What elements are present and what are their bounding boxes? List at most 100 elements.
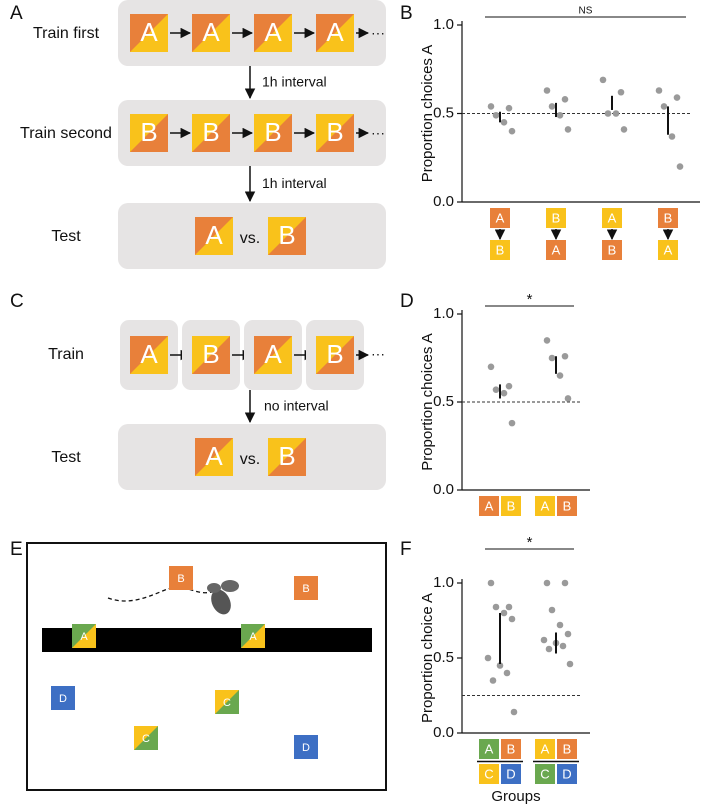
y-axis-label: Proportion choice A	[419, 593, 436, 723]
data-point	[559, 642, 567, 650]
tile-half	[479, 739, 499, 759]
tile-letter: A	[485, 498, 494, 513]
tile-half	[134, 726, 158, 750]
interval-label: 1h interval	[262, 74, 327, 90]
tile-half	[254, 14, 292, 52]
y-axis-label: Proportion choices A	[419, 333, 436, 471]
tile-letter: B	[608, 242, 617, 257]
tile-letter: C	[484, 766, 493, 781]
data-point	[543, 87, 551, 94]
data-point	[484, 654, 492, 662]
tile-half	[535, 496, 555, 516]
tile-half	[501, 496, 521, 516]
tile-letter: A	[326, 17, 344, 47]
tile-letter: C	[142, 733, 150, 745]
tile-letter: B	[664, 210, 673, 225]
data-point	[676, 163, 684, 170]
tile-letter: A	[264, 339, 282, 369]
barrier	[42, 628, 372, 652]
panel-label: C	[10, 291, 24, 312]
data-point	[492, 386, 500, 393]
y-axis-label: Proportion choices A	[419, 45, 436, 183]
tile-half	[535, 764, 555, 784]
tile-half	[254, 114, 292, 152]
data-point	[500, 119, 508, 126]
tile-letter: A	[552, 242, 561, 257]
tile-half	[602, 208, 622, 228]
tile-half	[546, 208, 566, 228]
data-point	[612, 110, 620, 117]
tile-half	[192, 14, 230, 52]
data-point	[487, 363, 495, 371]
continuation: ···	[371, 25, 385, 41]
data-point	[545, 645, 553, 653]
tile-half	[658, 208, 678, 228]
tile-half	[268, 217, 306, 255]
tile-half	[241, 624, 265, 648]
data-point	[496, 662, 504, 669]
tile-half	[479, 764, 499, 784]
tile-half	[192, 336, 230, 374]
interval-label: 1h interval	[262, 175, 327, 191]
tile-letter: A	[140, 339, 158, 369]
data-point	[508, 419, 516, 427]
row-label: Train	[48, 346, 84, 363]
tile-half	[268, 438, 306, 476]
tile-half	[254, 336, 292, 374]
tile-half	[557, 496, 577, 516]
tile-letter: B	[563, 498, 572, 513]
tile-letter: A	[541, 741, 550, 756]
tile-letter: A	[249, 631, 257, 643]
tile-half	[316, 114, 354, 152]
data-point	[548, 606, 556, 614]
tile-letter: B	[202, 339, 219, 369]
data-point	[561, 579, 569, 587]
data-point	[489, 677, 497, 684]
data-point	[604, 110, 612, 117]
tile-half	[501, 764, 521, 784]
tile-half	[316, 336, 354, 374]
bee-wing	[207, 583, 221, 593]
tile-letter: D	[562, 766, 571, 781]
tile-letter: A	[541, 498, 550, 513]
row-label: Train second	[20, 125, 112, 142]
data-point	[556, 621, 564, 629]
bee-body	[211, 589, 231, 615]
data-point	[564, 395, 572, 402]
data-point	[505, 603, 513, 611]
data-point	[543, 579, 551, 587]
y-tick-label: 0.5	[433, 393, 454, 410]
tile-letter: A	[485, 741, 494, 756]
tile-half	[294, 576, 318, 600]
data-point	[505, 382, 513, 390]
tile-half	[215, 690, 239, 714]
data-point	[548, 103, 556, 110]
x-axis-label: Groups	[491, 788, 540, 805]
tile-letter: B	[326, 117, 343, 147]
tile-letter: B	[278, 220, 295, 250]
y-tick-label: 1.0	[433, 16, 454, 33]
bee-wing	[221, 580, 239, 592]
tile-half	[557, 764, 577, 784]
continuation: ···	[371, 125, 385, 141]
data-point	[556, 372, 564, 379]
panel-box	[118, 424, 386, 490]
tile-letter: B	[326, 339, 343, 369]
tile-half	[501, 739, 521, 759]
tile-letter: B	[177, 573, 184, 585]
data-point	[492, 603, 500, 611]
data-point	[508, 615, 516, 623]
tile-half	[195, 438, 233, 476]
significance-label: *	[527, 291, 533, 308]
tile-half	[195, 217, 233, 255]
y-tick-label: 0.0	[433, 481, 454, 498]
data-point	[566, 660, 574, 668]
data-point	[508, 127, 516, 135]
tile-letter: D	[59, 693, 67, 705]
tile-letter: B	[507, 498, 516, 513]
data-point	[561, 352, 569, 360]
tile-half	[72, 624, 96, 648]
tile-letter: A	[140, 17, 158, 47]
tile-half	[294, 735, 318, 759]
